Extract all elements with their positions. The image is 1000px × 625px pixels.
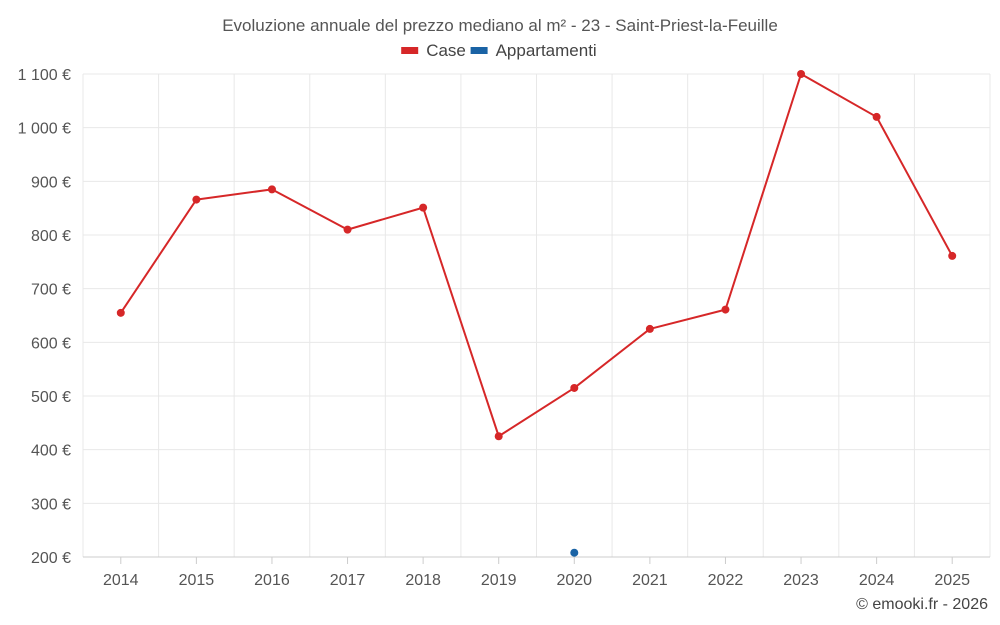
data-point[interactable] <box>419 203 428 212</box>
x-tick-label: 2018 <box>405 572 441 589</box>
y-tick-label: 300 € <box>31 496 71 513</box>
x-tick-label: 2019 <box>481 572 517 589</box>
legend-label[interactable]: Case <box>426 41 466 60</box>
x-tick-label: 2014 <box>103 572 139 589</box>
data-point[interactable] <box>570 548 579 557</box>
legend-swatch <box>401 47 419 54</box>
y-tick-label: 1 000 € <box>18 121 71 138</box>
y-tick-label: 400 € <box>31 443 71 460</box>
x-tick-label: 2020 <box>556 572 592 589</box>
x-tick-label: 2021 <box>632 572 668 589</box>
y-tick-label: 1 100 € <box>18 67 71 84</box>
data-point[interactable] <box>797 70 806 78</box>
data-point[interactable] <box>645 324 654 333</box>
data-point[interactable] <box>872 112 881 121</box>
y-tick-label: 800 € <box>31 228 71 245</box>
series-line-case <box>119 73 954 438</box>
legend-label[interactable]: Appartamenti <box>496 41 597 60</box>
data-point[interactable] <box>267 185 276 194</box>
chart-series <box>116 70 957 557</box>
legend-swatch <box>470 47 488 54</box>
x-tick-label: 2025 <box>934 572 970 589</box>
credit-text: © emooki.fr - 2026 <box>856 596 988 613</box>
x-tick-label: 2016 <box>254 572 290 589</box>
x-tick-label: 2017 <box>330 572 366 589</box>
y-tick-label: 600 € <box>31 335 71 352</box>
data-point[interactable] <box>570 383 579 392</box>
x-tick-label: 2022 <box>708 572 744 589</box>
y-axis: 200 € 300 € 400 € 500 € 600 € 700 € 800 € 900 €… <box>18 67 71 567</box>
x-tick-label: 2024 <box>859 572 895 589</box>
chart-grid <box>82 73 991 557</box>
y-tick-label: 700 € <box>31 282 71 299</box>
x-tick-label: 2015 <box>179 572 215 589</box>
data-point[interactable] <box>192 195 201 204</box>
y-tick-label: 500 € <box>31 389 71 406</box>
x-tick-label: 2023 <box>783 572 819 589</box>
data-point[interactable] <box>948 251 957 260</box>
data-point[interactable] <box>343 225 352 234</box>
x-axis: 2014 2015 2016 2017 2018 2019 2020 2021 2022 2023… <box>83 556 990 589</box>
y-tick-label: 200 € <box>31 550 71 567</box>
y-tick-label: 900 € <box>31 174 71 191</box>
data-point[interactable] <box>116 308 125 317</box>
chart-legend: Case Appartamenti <box>401 41 597 60</box>
data-point[interactable] <box>721 305 730 314</box>
chart-title: Evoluzione annuale del prezzo mediano al… <box>222 16 778 35</box>
data-point[interactable] <box>494 432 503 441</box>
